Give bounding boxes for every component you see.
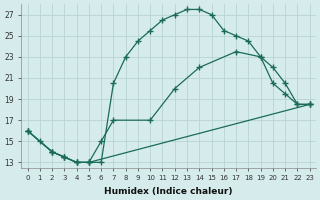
X-axis label: Humidex (Indice chaleur): Humidex (Indice chaleur) [104, 187, 233, 196]
